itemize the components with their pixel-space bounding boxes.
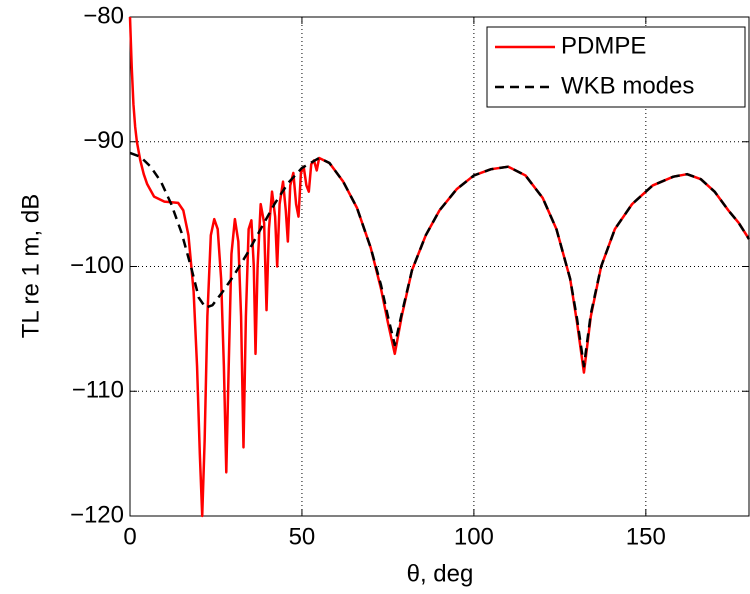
- legend-label: WKB modes: [561, 72, 694, 99]
- x-tick-label: 100: [454, 523, 494, 550]
- y-tick-label: −100: [70, 252, 124, 279]
- x-tick-label: 150: [626, 523, 666, 550]
- plot-frame: [129, 16, 750, 517]
- y-axis-label: TL re 1 m, dB: [17, 194, 44, 339]
- legend-box: [486, 26, 746, 108]
- x-tick-label: 50: [289, 523, 316, 550]
- y-tick-label: −80: [83, 2, 124, 29]
- x-axis-label: θ, deg: [407, 560, 474, 587]
- data-line: [129, 151, 750, 368]
- legend-label: PDMPE: [561, 32, 646, 59]
- y-tick-label: −120: [70, 501, 124, 528]
- x-tick-label: 0: [123, 523, 136, 550]
- y-tick-label: −110: [72, 377, 124, 404]
- y-tick-label: −90: [83, 127, 124, 154]
